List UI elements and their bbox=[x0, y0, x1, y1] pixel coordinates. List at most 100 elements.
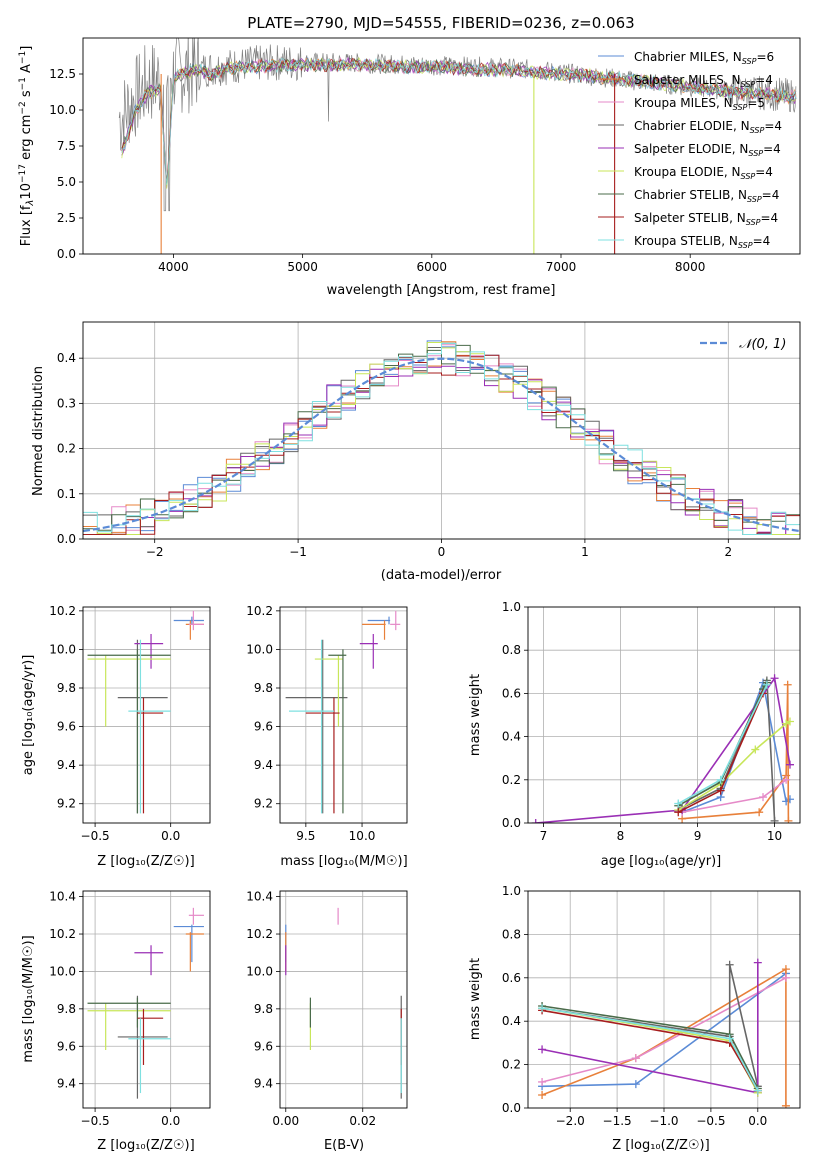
x-tick-label: 9 bbox=[694, 829, 702, 843]
x-tick-label: 4000 bbox=[158, 260, 189, 274]
x-tick-label: −0.5 bbox=[81, 829, 110, 843]
x-tick-label: 8 bbox=[617, 829, 625, 843]
mw-Z-ylabel: mass weight bbox=[468, 958, 483, 1040]
age-Z-xlabel: Z [log₁₀(Z/Z☉)] bbox=[97, 854, 194, 869]
x-tick-label: −1.0 bbox=[649, 1114, 678, 1128]
y-tick-label: 0.8 bbox=[502, 927, 521, 941]
y-tick-label: 10.0 bbox=[49, 642, 76, 656]
y-tick-label: 0.6 bbox=[502, 971, 521, 985]
weight-marker bbox=[716, 775, 725, 784]
age-vs-Z-panel: −0.5 0.0 9.2 9.4 9.6 9.8 10.0 10.2 Z [log₁₀(Z/Z… bbox=[21, 604, 211, 869]
spectrum-legend: Chabrier MILES, NSSP=6 Salpeter MILES, NS… bbox=[598, 50, 782, 250]
mass-Z-xlabel: Z [log₁₀(Z/Z☉)] bbox=[97, 1138, 194, 1153]
hist-chabrier-stelib bbox=[83, 344, 800, 531]
weight-marker bbox=[631, 1054, 640, 1063]
weight-marker bbox=[753, 1086, 762, 1095]
legend-label: Chabrier MILES, NSSP=6 bbox=[634, 50, 774, 66]
legend-label: Kroupa STELIB, NSSP=4 bbox=[634, 234, 770, 250]
x-tick-label: 0 bbox=[438, 545, 446, 559]
legend-label: Chabrier ELODIE, NSSP=4 bbox=[634, 119, 782, 135]
weight-marker bbox=[755, 808, 764, 817]
legend-normal-label: 𝒩(0, 1) bbox=[739, 337, 786, 352]
weight-marker bbox=[781, 973, 790, 982]
legend-label: Salpeter ELODIE, NSSP=4 bbox=[634, 142, 781, 158]
residual-xlabel: (data-model)/error bbox=[381, 568, 502, 583]
weight-marker bbox=[784, 816, 793, 823]
mw-age-xlabel: age [log₁₀(age/yr)] bbox=[601, 854, 722, 869]
y-tick-label: 9.4 bbox=[57, 1077, 76, 1091]
error-cross-chabrier-stelib bbox=[328, 649, 347, 814]
age-Z-ylabel: age [log₁₀(age/yr)] bbox=[21, 655, 36, 776]
x-tick-label: 5000 bbox=[287, 260, 318, 274]
y-tick-label: 10.4 bbox=[246, 890, 273, 904]
weight-marker bbox=[725, 960, 734, 969]
y-tick-label: 9.4 bbox=[254, 758, 273, 772]
y-tick-label: 0.1 bbox=[57, 487, 76, 501]
y-tick-label: 10.2 bbox=[246, 604, 273, 618]
x-tick-label: 0.0 bbox=[161, 829, 180, 843]
plot-area bbox=[531, 674, 794, 823]
error-cross-salpeter-stelib bbox=[137, 1008, 164, 1065]
massweight-vs-age-panel: 7 8 9 10 0.0 0.2 0.4 0.6 0.8 1.0 age [log₁₀(age/y… bbox=[468, 600, 801, 869]
axes-frame bbox=[279, 890, 408, 1109]
y-tick-label: 10.2 bbox=[49, 604, 76, 618]
x-tick-label: −2.0 bbox=[556, 1114, 585, 1128]
hist-salpeter-stelib bbox=[83, 354, 800, 535]
x-tick-label: 10 bbox=[767, 829, 782, 843]
error-cross-chabrier-stelib bbox=[87, 649, 171, 814]
x-tick-label: 2 bbox=[724, 545, 732, 559]
weight-marker bbox=[782, 775, 791, 784]
x-tick-label: 9.5 bbox=[296, 829, 315, 843]
y-tick-label: 9.8 bbox=[57, 1002, 76, 1016]
error-cross-salpeter-elodie bbox=[359, 634, 378, 669]
weight-marker bbox=[631, 1080, 640, 1089]
plot-area bbox=[87, 610, 204, 814]
y-tick-label: 0.0 bbox=[57, 247, 76, 261]
x-tick-label: 7000 bbox=[546, 260, 577, 274]
residual-panel: −2 −1 0 1 2 0.0 0.1 0.2 0.3 0.4 𝒩(0, 1) (data-mode… bbox=[31, 321, 801, 583]
axes-frame bbox=[527, 606, 801, 824]
error-cross-salpeter-stelib bbox=[137, 697, 164, 814]
mw-Z-xlabel: Z [log₁₀(Z/Z☉)] bbox=[612, 1138, 709, 1153]
x-tick-label: 1 bbox=[581, 545, 589, 559]
y-tick-label: 0.4 bbox=[57, 351, 76, 365]
spectrum-panel: PLATE=2790, MJD=54555, FIBERID=0236, z=0… bbox=[18, 14, 801, 298]
plot-area bbox=[118, 38, 797, 254]
y-tick-label: 10.0 bbox=[49, 103, 76, 117]
weight-marker bbox=[781, 1101, 790, 1108]
y-tick-label: 9.2 bbox=[254, 797, 273, 811]
plot-area bbox=[285, 907, 402, 1099]
age-vs-mass-panel: 9.5 10.0 9.2 9.4 9.6 9.8 10.0 10.2 mass [log₁₀(… bbox=[246, 604, 407, 869]
mw-age-ylabel: mass weight bbox=[468, 674, 483, 756]
weight-line-chabrier-elodie bbox=[681, 680, 776, 821]
weight-marker bbox=[762, 680, 771, 689]
error-cross-kroupa-stelib bbox=[128, 1018, 171, 1094]
mass-Z-ylabel: mass [log₁₀(M/M☉)] bbox=[21, 935, 36, 1062]
y-tick-label: 1.0 bbox=[502, 884, 521, 898]
error-cross-kroupa-miles bbox=[390, 610, 401, 631]
weight-marker bbox=[785, 795, 794, 804]
y-tick-label: 7.5 bbox=[57, 139, 76, 153]
weight-marker bbox=[785, 717, 794, 726]
axes-frame bbox=[82, 321, 801, 540]
x-tick-label: 6000 bbox=[417, 260, 448, 274]
legend-label: Kroupa ELODIE, NSSP=4 bbox=[634, 165, 773, 181]
plot-area bbox=[83, 340, 800, 535]
y-tick-label: 9.6 bbox=[254, 720, 273, 734]
weight-marker bbox=[759, 793, 768, 802]
y-tick-label: 0.0 bbox=[502, 1101, 521, 1115]
weight-marker bbox=[783, 680, 792, 689]
y-tick-label: 10.0 bbox=[246, 964, 273, 978]
normal-curve bbox=[83, 357, 800, 533]
error-cross-chabrier-miles bbox=[173, 616, 204, 625]
error-cross-salpeter-elodie bbox=[134, 634, 164, 669]
weight-marker bbox=[531, 819, 540, 823]
error-cross-chabrier-miles bbox=[173, 924, 204, 963]
y-tick-label: 0.2 bbox=[502, 1058, 521, 1072]
weight-marker bbox=[725, 1034, 734, 1043]
y-tick-label: 0.2 bbox=[502, 773, 521, 787]
x-tick-label: −0.5 bbox=[81, 1114, 110, 1128]
y-tick-label: 10.0 bbox=[49, 964, 76, 978]
y-tick-label: 9.6 bbox=[57, 720, 76, 734]
